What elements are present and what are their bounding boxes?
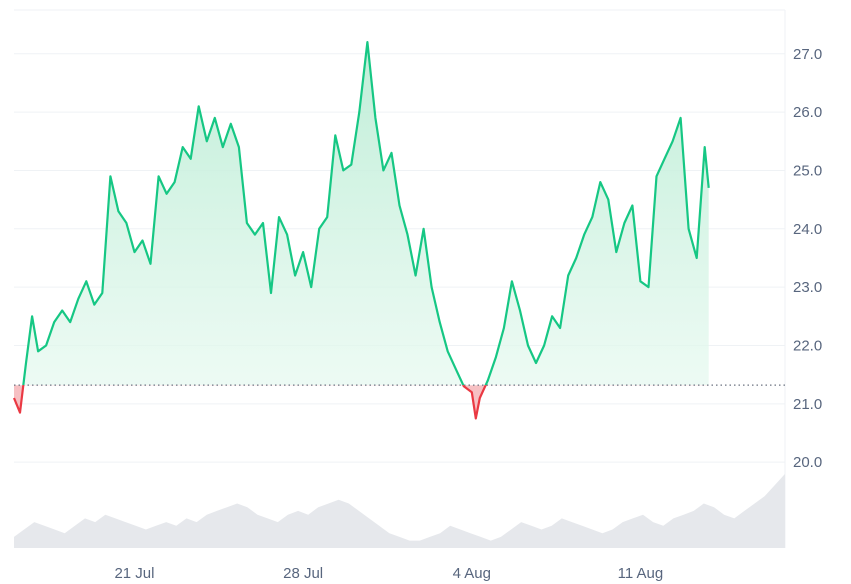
price-line [12,41,710,420]
y-tick-label: 24.0 [793,221,822,238]
x-tick-label: 4 Aug [453,565,491,582]
price-fill [14,42,709,419]
price-line-above [22,41,710,386]
y-tick-label: 27.0 [793,46,822,63]
x-tick-label: 28 Jul [283,565,323,582]
volume-area [14,473,785,548]
x-tick-label: 21 Jul [114,565,154,582]
volume-area-shape [14,473,785,548]
area-above-baseline [23,42,709,386]
x-axis-ticks: 21 Jul 28 Jul 4 Aug 11 Aug [114,565,663,582]
y-axis-ticks: 27.0 26.0 25.0 24.0 23.0 22.0 21.0 20.0 [793,46,822,471]
x-tick-label: 11 Aug [618,565,664,582]
y-tick-label: 25.0 [793,162,822,179]
y-tick-label: 26.0 [793,104,822,121]
y-tick-label: 21.0 [793,396,822,413]
y-tick-label: 23.0 [793,279,822,296]
y-tick-label: 20.0 [793,454,822,471]
y-tick-label: 22.0 [793,337,822,354]
